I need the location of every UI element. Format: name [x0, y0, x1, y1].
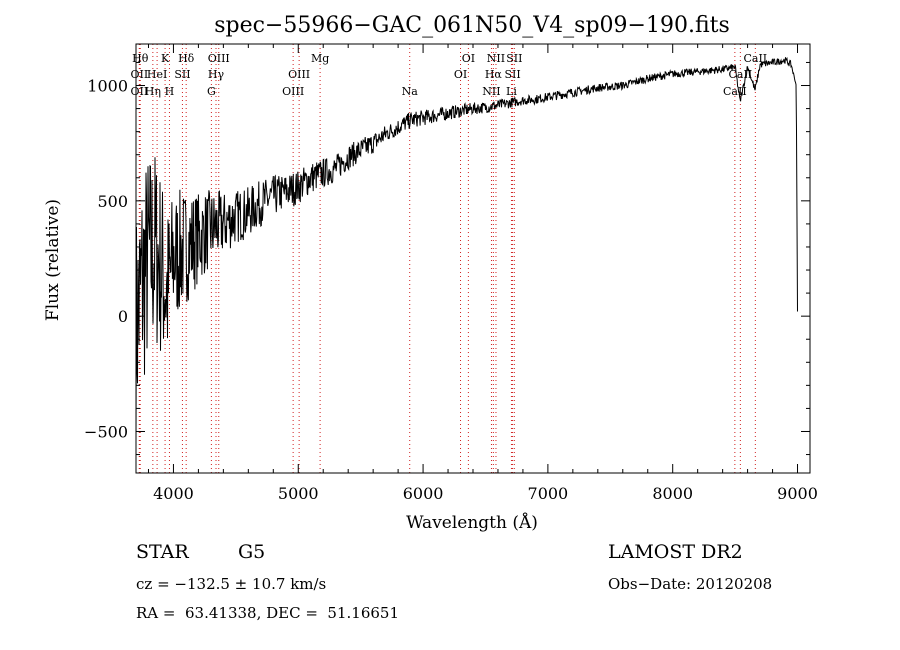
- emission-line-label: Li: [506, 85, 517, 98]
- emission-line-label: K: [161, 52, 170, 65]
- x-tick-label: 8000: [652, 484, 693, 503]
- emission-line-markers: [138, 44, 756, 473]
- emission-line-label: NII: [482, 85, 500, 98]
- object-subclass: G5: [238, 541, 266, 563]
- emission-line-label: SII: [506, 52, 522, 65]
- x-tick-label: 5000: [278, 484, 319, 503]
- emission-line-label: OII: [131, 85, 149, 98]
- y-tick-label: −500: [84, 422, 128, 441]
- emission-line-label: SII: [174, 68, 190, 81]
- y-axis-ticks: −500 0 500 1000: [84, 61, 810, 456]
- x-tick-label: 9000: [777, 484, 818, 503]
- emission-line-label: G: [207, 85, 216, 98]
- spectrum-series-line: [135, 56, 798, 444]
- y-tick-label: 1000: [87, 77, 128, 96]
- emission-line-label: OIII: [288, 68, 310, 81]
- emission-line-label: Na: [402, 85, 419, 98]
- emission-line-label: HeI: [147, 68, 167, 81]
- emission-line-label: OI: [462, 52, 475, 65]
- emission-line-label: Hδ: [178, 52, 195, 65]
- x-axis-label: Wavelength (Å): [406, 512, 538, 533]
- emission-line-label: OI: [454, 68, 467, 81]
- emission-line-label: Hη: [145, 85, 161, 98]
- emission-line-label: Hα: [485, 68, 503, 81]
- observation-date: Obs−Date: 20120208: [608, 575, 773, 593]
- ra-dec-coordinates: RA = 63.41338, DEC = 51.16651: [136, 604, 400, 622]
- emission-line-label: OIII: [282, 85, 304, 98]
- y-tick-label: 500: [97, 192, 128, 211]
- emission-line-label: OIII: [208, 52, 230, 65]
- emission-line-labels: HθOIIOIIHηHeIKHSIIHδGHγOIIIOIIIOIIIMgNaO…: [131, 52, 768, 98]
- x-tick-label: 7000: [528, 484, 569, 503]
- emission-line-label: H: [165, 85, 175, 98]
- survey-release: LAMOST DR2: [608, 541, 743, 563]
- emission-line-label: SII: [504, 68, 520, 81]
- x-tick-label: 4000: [153, 484, 194, 503]
- emission-line-label: Mg: [311, 52, 329, 65]
- emission-line-label: OII: [131, 68, 149, 81]
- emission-line-label: Hγ: [208, 68, 225, 81]
- emission-line-label: CaII: [743, 52, 767, 65]
- chart-title: spec−55966−GAC_061N50_V4_sp09−190.fits: [214, 13, 730, 38]
- x-tick-label: 6000: [403, 484, 444, 503]
- x-axis-ticks: 4000 5000 6000 7000 8000 9000: [147, 44, 818, 503]
- y-axis-label: Flux (relative): [43, 199, 63, 321]
- y-tick-label: 0: [118, 307, 128, 326]
- object-class: STAR: [136, 541, 189, 563]
- spectrum-chart: spec−55966−GAC_061N50_V4_sp09−190.fits H…: [43, 13, 818, 533]
- emission-line-label: Hθ: [132, 52, 149, 65]
- emission-line-label: NII: [487, 52, 505, 65]
- redshift-velocity: cz = −132.5 ± 10.7 km/s: [136, 575, 327, 593]
- emission-line-label: CaII: [729, 68, 753, 81]
